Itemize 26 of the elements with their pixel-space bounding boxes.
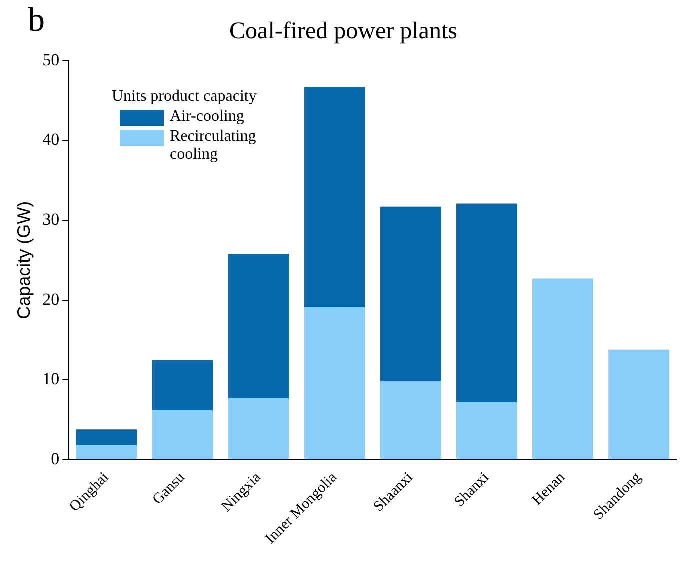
bar [380, 206, 442, 381]
y-tick-label: 40 [42, 130, 60, 150]
bar [532, 278, 594, 460]
legend-label: Recirculating cooling [170, 128, 258, 164]
y-axis-title: Capacity (GW) [14, 201, 34, 320]
bar [76, 446, 138, 460]
bar [152, 360, 214, 410]
legend-label: Air-cooling [170, 108, 246, 126]
legend-title: Units product capacity [112, 88, 258, 106]
bar [304, 308, 366, 460]
y-tick-label: 50 [42, 50, 60, 70]
bar [228, 254, 290, 399]
bar [608, 350, 670, 460]
chart-title: Coal-fired power plants [230, 18, 458, 45]
bar [152, 410, 214, 460]
text: b [28, 2, 45, 40]
bar [456, 204, 518, 403]
y-tick-label: 10 [42, 370, 60, 389]
y-tick-label: 0 [51, 449, 60, 468]
bar [228, 398, 290, 460]
y-tick-label: 30 [42, 210, 60, 229]
bar [304, 87, 366, 308]
bar [380, 380, 442, 460]
y-tick-label: 20 [42, 290, 60, 309]
bar [76, 430, 138, 446]
bar [456, 402, 518, 460]
